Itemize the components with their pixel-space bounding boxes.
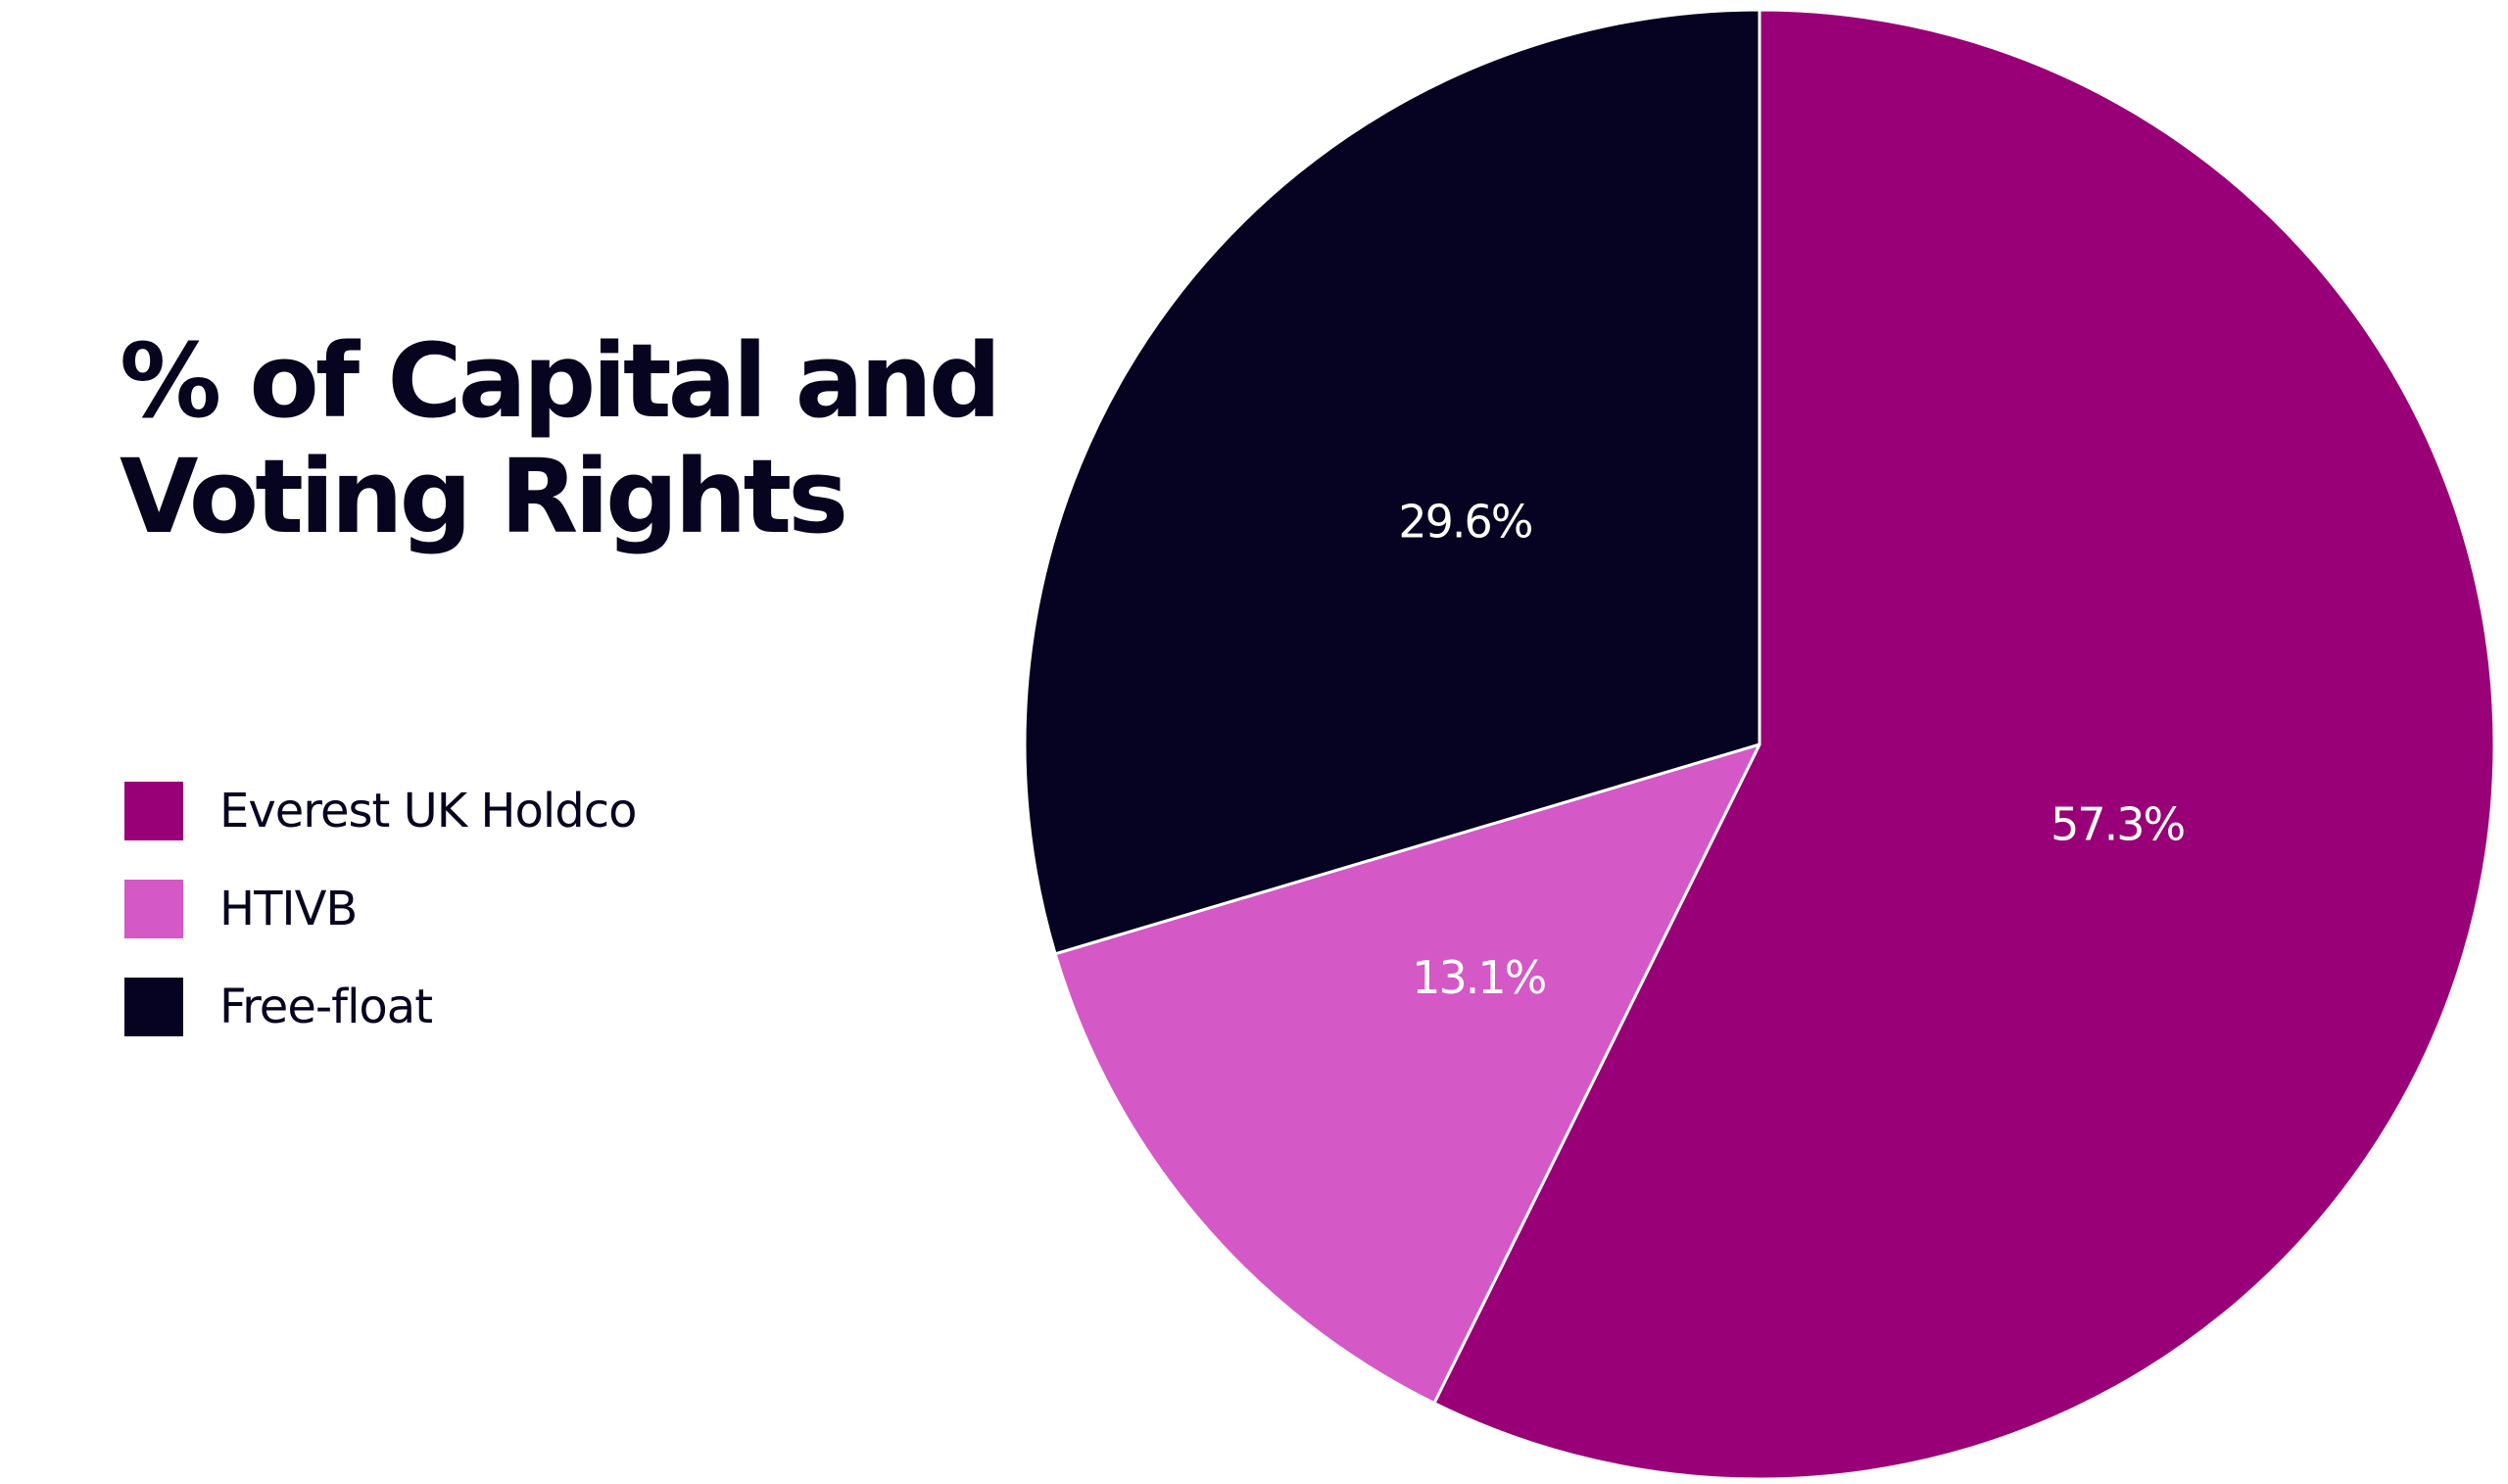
chart-title: % of Capital and Voting Rights <box>120 321 1001 556</box>
legend-swatch <box>124 880 183 938</box>
chart-legend: Everest UK Holdco HTIVB Free-float <box>124 782 908 1076</box>
legend-label: Everest UK Holdco <box>219 784 637 838</box>
legend-label: HTIVB <box>219 882 358 936</box>
legend-item-free-float: Free-float <box>124 978 908 1036</box>
legend-item-htivb: HTIVB <box>124 880 908 938</box>
slice-value-label: 29.6% <box>1398 495 1531 548</box>
legend-item-everest-uk-holdco: Everest UK Holdco <box>124 782 908 840</box>
slice-value-label: 13.1% <box>1412 951 1545 1004</box>
slice-value-label: 57.3% <box>2050 798 2184 851</box>
legend-label: Free-float <box>219 980 433 1034</box>
pie-slice-free-float <box>1023 8 1761 956</box>
pie-slice-everest-uk-holdco <box>1432 8 2496 1481</box>
legend-swatch <box>124 782 183 840</box>
legend-swatch <box>124 978 183 1036</box>
pie-slice-htivb <box>1053 742 1761 1405</box>
